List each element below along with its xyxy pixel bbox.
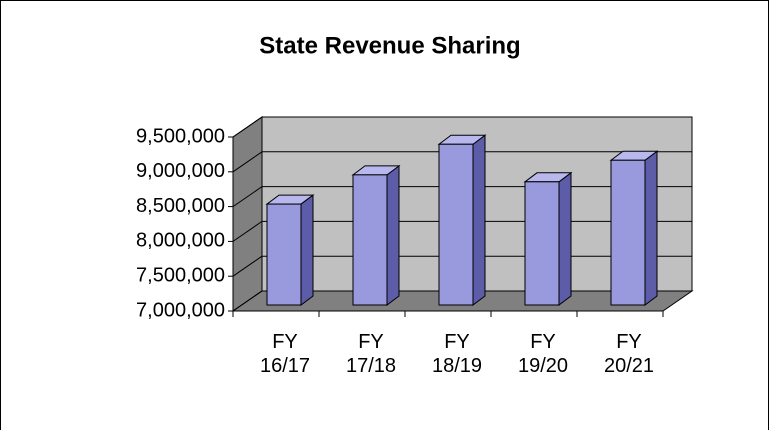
grid-line <box>232 290 263 312</box>
x-tick-label: FY 20/21 <box>603 331 655 377</box>
y-tick-label: 7,500,000 <box>136 264 225 286</box>
bar-side <box>300 194 314 306</box>
y-tick-label: 9,500,000 <box>136 125 225 147</box>
grid-line <box>232 151 263 173</box>
bar-side <box>472 134 486 306</box>
bar <box>266 203 302 306</box>
bar <box>438 143 474 306</box>
bar-side <box>644 150 658 306</box>
bar <box>610 159 646 306</box>
x-tick-label: FY 17/18 <box>345 331 397 377</box>
grid-line <box>232 186 263 208</box>
x-tick-label: FY 18/19 <box>431 331 483 377</box>
y-tick-label: 9,000,000 <box>136 160 225 182</box>
y-tick-label: 8,500,000 <box>136 195 225 217</box>
y-tick-label: 8,000,000 <box>136 230 225 252</box>
y-tick-label: 7,000,000 <box>136 299 225 321</box>
chart-title: State Revenue Sharing <box>259 32 520 59</box>
bar-side <box>386 164 400 306</box>
left-wall <box>232 116 263 312</box>
x-tick-label: FY 19/20 <box>517 331 569 377</box>
grid-line <box>232 220 263 242</box>
x-tick-label: FY 16/17 <box>259 331 311 377</box>
bar-side <box>558 171 572 306</box>
grid-line <box>232 116 263 138</box>
bar <box>524 181 560 306</box>
bar <box>352 174 388 306</box>
grid-line <box>232 255 263 277</box>
